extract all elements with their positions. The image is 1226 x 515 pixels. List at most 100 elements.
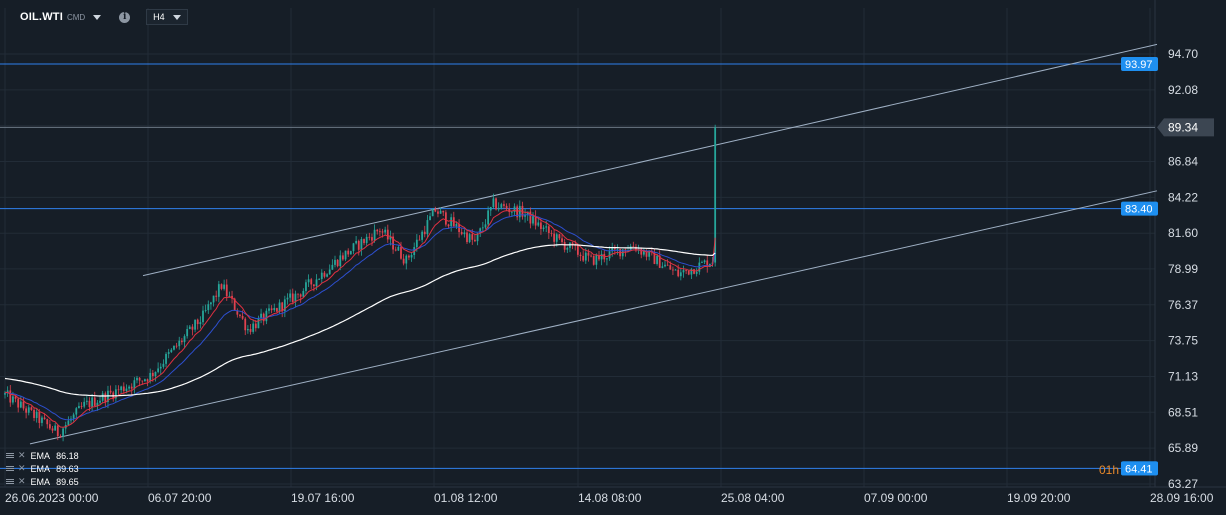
settings-lines-icon[interactable] xyxy=(5,465,15,473)
candle-body xyxy=(310,279,313,285)
candle-body xyxy=(381,231,384,233)
candle-body xyxy=(91,397,94,408)
candle-body xyxy=(96,402,99,406)
candle-body xyxy=(371,237,373,241)
candle-body xyxy=(196,319,199,325)
candle-body xyxy=(225,284,228,297)
candle-body xyxy=(360,239,363,250)
candle-body xyxy=(244,318,247,331)
candle-body xyxy=(241,315,244,319)
candle-body xyxy=(202,310,204,323)
candle-body xyxy=(101,393,104,401)
candle-body xyxy=(88,400,91,408)
candle-body xyxy=(613,247,616,250)
candle-body xyxy=(402,258,405,264)
x-tick-label: 06.07 20:00 xyxy=(148,491,212,505)
candle-body xyxy=(342,255,344,260)
chevron-down-icon xyxy=(173,14,182,20)
candle-body xyxy=(484,224,487,228)
legend-name: EMA xyxy=(30,476,51,487)
candle-body xyxy=(518,205,521,218)
close-icon[interactable]: ✕ xyxy=(18,450,26,460)
candle-body xyxy=(144,379,146,382)
candle-body xyxy=(33,409,35,418)
candle-body xyxy=(534,216,537,226)
candle-body xyxy=(302,290,305,297)
y-tick-label: 76.37 xyxy=(1168,298,1198,312)
candle-body xyxy=(656,255,658,264)
candle-body xyxy=(365,236,368,244)
timeframe-select[interactable]: H4 xyxy=(146,9,189,25)
candle-body xyxy=(458,224,460,233)
candle-body xyxy=(215,295,218,297)
candle-body xyxy=(62,428,64,437)
price-axis: 94.7092.0889.4686.8484.2281.6078.9976.37… xyxy=(1168,47,1198,491)
candle-body xyxy=(547,226,550,233)
candle-body xyxy=(212,295,215,303)
candle-body xyxy=(479,228,482,234)
candle-body xyxy=(199,322,202,325)
candle-body xyxy=(262,313,265,322)
candle-body xyxy=(122,386,125,392)
candle-body xyxy=(529,211,532,224)
y-tick-label: 84.22 xyxy=(1168,190,1198,204)
close-icon[interactable]: ✕ xyxy=(18,463,26,473)
info-icon[interactable]: i xyxy=(119,11,131,23)
candle-body xyxy=(75,408,78,415)
candle-body xyxy=(17,398,20,408)
candle-body xyxy=(592,255,595,265)
candle-body xyxy=(99,400,101,403)
candle-body xyxy=(157,368,160,372)
candle-body xyxy=(138,377,141,381)
candle-body xyxy=(175,345,178,347)
candlesticks xyxy=(4,124,717,442)
settings-lines-icon[interactable] xyxy=(5,452,15,460)
candle-body xyxy=(450,217,453,227)
settings-lines-icon[interactable] xyxy=(5,478,15,486)
candle-body xyxy=(376,229,379,232)
candle-body xyxy=(394,249,397,251)
candle-body xyxy=(291,293,294,303)
candle-body xyxy=(128,386,130,389)
candle-body xyxy=(437,211,439,214)
candle-body xyxy=(677,269,680,277)
candle-body xyxy=(22,401,25,409)
candle-body xyxy=(78,406,80,409)
candle-body xyxy=(186,329,189,337)
candle-body xyxy=(233,298,236,311)
candle-body xyxy=(439,210,442,214)
candle-body xyxy=(228,295,231,297)
y-tick-label: 68.51 xyxy=(1168,405,1198,419)
candle-body xyxy=(640,248,643,255)
candle-body xyxy=(582,255,585,261)
channel-line xyxy=(29,190,1158,445)
timeframe-value: H4 xyxy=(153,12,165,22)
candle-body xyxy=(265,310,268,322)
legend-value: 86.18 xyxy=(56,450,79,461)
candle-body xyxy=(648,250,651,257)
candle-body xyxy=(408,255,410,258)
candle-body xyxy=(41,417,43,423)
candle-body xyxy=(524,214,526,217)
candle-body xyxy=(252,323,255,332)
candle-body xyxy=(133,380,136,389)
candle-body xyxy=(38,411,41,423)
candle-body xyxy=(526,211,529,215)
candle-body xyxy=(672,269,674,271)
candle-body xyxy=(9,390,12,403)
legend-value: 89.63 xyxy=(56,463,79,474)
close-icon[interactable]: ✕ xyxy=(18,476,26,486)
candle-body xyxy=(117,389,120,391)
channel-lines xyxy=(29,43,1158,445)
candle-body xyxy=(590,255,592,257)
y-tick-label: 92.08 xyxy=(1168,83,1198,97)
x-tick-label: 19.09 20:00 xyxy=(1007,491,1071,505)
x-tick-label: 01.08 12:00 xyxy=(434,491,498,505)
ema-lines xyxy=(4,209,716,428)
candle-body xyxy=(635,246,637,251)
candle-body xyxy=(159,366,162,369)
candle-body xyxy=(561,238,563,243)
symbol-selector[interactable]: OIL.WTI CMD xyxy=(20,11,102,23)
legend-row-ema-slow: ✕ EMA 86.18 xyxy=(5,449,79,462)
